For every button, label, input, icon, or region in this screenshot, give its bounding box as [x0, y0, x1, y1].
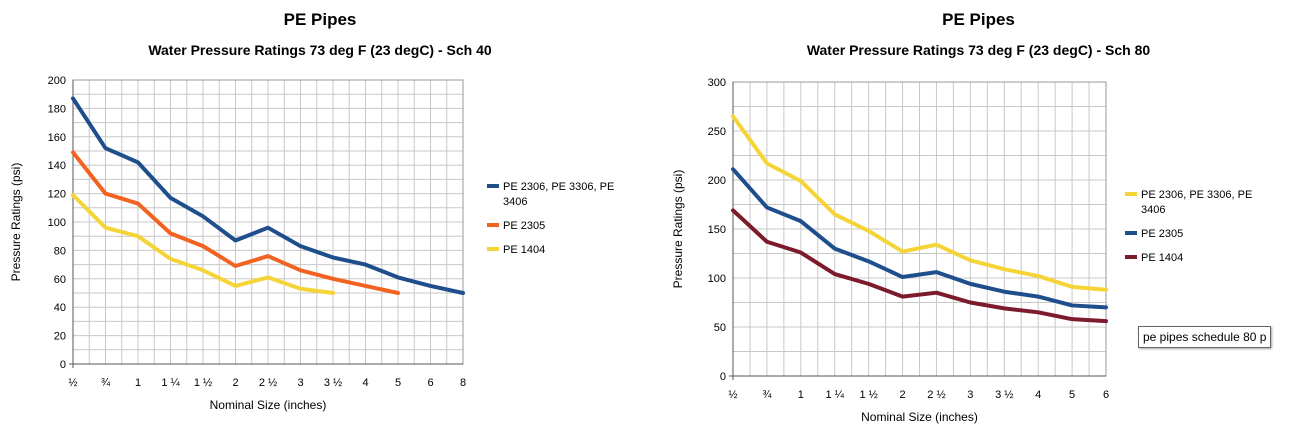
x-tick-label: ½ — [68, 377, 77, 389]
x-tick-label: 6 — [427, 377, 433, 389]
y-tick-label: 0 — [720, 371, 726, 383]
series-line — [71, 193, 335, 295]
x-tick-label: ¾ — [101, 377, 111, 389]
y-tick-label: 300 — [708, 77, 726, 89]
chart-sch40: PE Pipes Water Pressure Ratings 73 deg F… — [0, 0, 640, 433]
x-tick-label: 5 — [395, 377, 401, 389]
y-tick-label: 250 — [708, 126, 726, 138]
x-tick-label: 1 — [798, 389, 804, 401]
x-tick-label: ½ — [728, 389, 737, 401]
y-tick-label: 100 — [48, 217, 66, 229]
series-line — [731, 167, 1108, 310]
y-tick-label: 140 — [48, 160, 66, 172]
x-tick-label: 4 — [362, 377, 368, 389]
y-tick-label: 200 — [708, 175, 726, 187]
chart-subtitle: Water Pressure Ratings 73 deg F (23 degC… — [806, 42, 1151, 58]
x-axis-title: Nominal Size (inches) — [210, 398, 327, 412]
y-tick-label: 60 — [54, 274, 66, 286]
chart-sch80: PE Pipes Water Pressure Ratings 73 deg F… — [660, 0, 1297, 433]
x-tick-label: 4 — [1035, 389, 1041, 401]
y-tick-label: 40 — [54, 302, 66, 314]
y-tick-label: 200 — [48, 75, 66, 87]
x-tick-label: 2 ½ — [259, 377, 277, 389]
series-line — [731, 114, 1108, 292]
x-tick-label: 6 — [1103, 389, 1109, 401]
series-line — [71, 150, 400, 295]
y-tick-label: 160 — [48, 132, 66, 144]
x-tick-label: 2 — [899, 389, 905, 401]
x-tick-label: 3 — [967, 389, 973, 401]
chart-plot-area: 0 50 100 150 200 250 300 ½ ¾ 1 1 ¼ 1 ½ 2 2 ½ 3 3 ½ 4 5 6 No… — [671, 77, 1252, 424]
y-tick-label: 150 — [708, 224, 726, 236]
legend-label: PE 2306, PE 3306, PE — [503, 181, 614, 193]
x-tick-label: 1 ¼ — [826, 389, 845, 401]
x-tick-label: 3 ½ — [995, 389, 1013, 401]
legend-label: PE 2305 — [1141, 228, 1183, 240]
x-tick-label: ¾ — [762, 389, 772, 401]
tooltip: pe pipes schedule 80 p — [1138, 326, 1272, 348]
x-tick-label: 1 ¼ — [161, 377, 180, 389]
x-tick-label: 1 ½ — [859, 389, 877, 401]
legend-label: PE 1404 — [503, 244, 545, 256]
x-axis-title: Nominal Size (inches) — [861, 410, 978, 424]
legend-label: PE 1404 — [1141, 252, 1183, 264]
y-tick-label: 50 — [714, 322, 726, 334]
chart-plot-area: 0 20 40 60 80 100 120 140 160 180 200 ½ ¾ 1 1 ¼ 1 ½ 2 2 ½… — [9, 75, 614, 412]
y-tick-label: 120 — [48, 189, 66, 201]
y-axis-title: Pressure Ratings (psi) — [9, 163, 23, 282]
legend-label: 3406 — [503, 196, 527, 208]
x-tick-label: 2 — [232, 377, 238, 389]
y-tick-label: 0 — [60, 359, 66, 371]
y-tick-label: 100 — [708, 273, 726, 285]
x-tick-label: 3 ½ — [324, 377, 342, 389]
y-tick-label: 80 — [54, 245, 66, 257]
y-tick-label: 20 — [54, 331, 66, 343]
legend-label: PE 2305 — [503, 220, 545, 232]
y-tick-label: 180 — [48, 103, 66, 115]
chart-title: PE Pipes — [283, 10, 357, 29]
x-tick-label: 3 — [297, 377, 303, 389]
legend-label: PE 2306, PE 3306, PE — [1141, 189, 1252, 201]
x-tick-label: 1 ½ — [194, 377, 212, 389]
x-tick-label: 5 — [1069, 389, 1075, 401]
legend-label: 3406 — [1141, 204, 1165, 216]
x-tick-label: 8 — [460, 377, 466, 389]
x-tick-label: 1 — [135, 377, 141, 389]
chart-title: PE Pipes — [942, 10, 1015, 29]
series-line — [731, 208, 1108, 324]
y-axis-title: Pressure Ratings (psi) — [671, 170, 685, 289]
chart-subtitle: Water Pressure Ratings 73 deg F (23 degC… — [148, 42, 492, 58]
series-line — [71, 96, 465, 295]
x-tick-label: 2 ½ — [927, 389, 945, 401]
